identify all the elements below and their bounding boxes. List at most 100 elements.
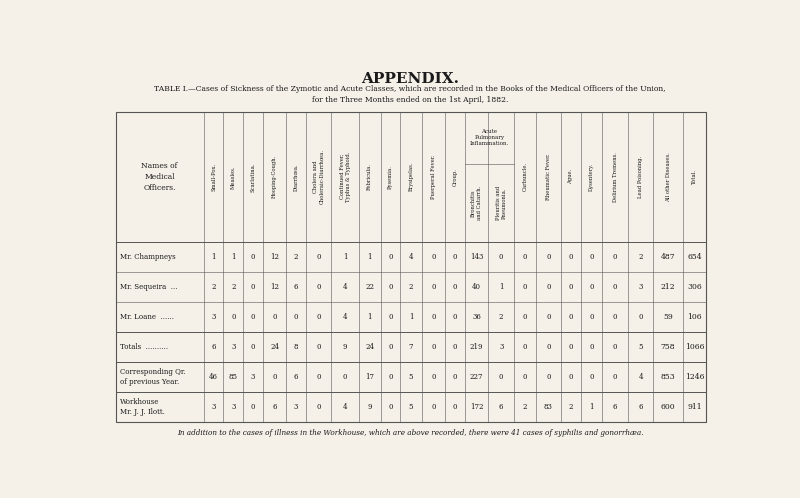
Text: 3: 3 xyxy=(250,373,255,381)
Text: 17: 17 xyxy=(366,373,374,381)
Text: 0: 0 xyxy=(613,343,618,351)
Text: 3: 3 xyxy=(211,403,216,411)
Text: 1: 1 xyxy=(231,253,235,261)
Text: 0: 0 xyxy=(569,253,573,261)
Text: 4: 4 xyxy=(638,373,643,381)
Text: 2: 2 xyxy=(294,253,298,261)
Text: 0: 0 xyxy=(250,313,255,321)
Text: Lead Poisoning.: Lead Poisoning. xyxy=(638,156,643,198)
Text: 0: 0 xyxy=(294,313,298,321)
Text: 0: 0 xyxy=(590,283,594,291)
Text: Acute
Pulmonary
Inflammation.: Acute Pulmonary Inflammation. xyxy=(470,129,509,146)
Text: Mr. Sequeira  ...: Mr. Sequeira ... xyxy=(120,283,178,291)
Text: Mr. Champneys: Mr. Champneys xyxy=(120,253,175,261)
Text: 0: 0 xyxy=(388,403,393,411)
Text: 0: 0 xyxy=(522,313,527,321)
Text: 2: 2 xyxy=(409,283,413,291)
Text: 3: 3 xyxy=(231,343,235,351)
Text: 1246: 1246 xyxy=(685,373,704,381)
Text: 2: 2 xyxy=(638,253,643,261)
Text: Pysemia.: Pysemia. xyxy=(388,165,393,189)
Text: 2: 2 xyxy=(499,313,503,321)
Text: 0: 0 xyxy=(590,373,594,381)
Text: Puerperal Fever.: Puerperal Fever. xyxy=(431,154,436,199)
Text: TABLE I.—Cases of Sickness of the Zymotic and Acute Classes, which are recorded : TABLE I.—Cases of Sickness of the Zymoti… xyxy=(154,85,666,104)
Text: 1: 1 xyxy=(590,403,594,411)
Text: 0: 0 xyxy=(522,253,527,261)
Text: 0: 0 xyxy=(317,343,321,351)
Text: 0: 0 xyxy=(431,403,436,411)
Text: 36: 36 xyxy=(472,313,481,321)
Text: APPENDIX.: APPENDIX. xyxy=(361,72,459,86)
Text: 12: 12 xyxy=(270,283,279,291)
Text: All other Diseases.: All other Diseases. xyxy=(666,152,670,202)
Text: 219: 219 xyxy=(470,343,483,351)
Text: 0: 0 xyxy=(453,403,458,411)
Text: 0: 0 xyxy=(272,313,277,321)
Text: 0: 0 xyxy=(546,313,550,321)
Text: 6: 6 xyxy=(272,403,277,411)
Text: 0: 0 xyxy=(231,313,235,321)
Text: 1: 1 xyxy=(343,253,347,261)
Text: 5: 5 xyxy=(409,403,413,411)
Text: 0: 0 xyxy=(499,253,503,261)
Text: 0: 0 xyxy=(590,313,594,321)
Text: Small-Pox.: Small-Pox. xyxy=(211,163,216,191)
Text: 5: 5 xyxy=(638,343,643,351)
Text: Dysentery.: Dysentery. xyxy=(589,163,594,191)
Text: 1: 1 xyxy=(367,313,372,321)
Text: Croup.: Croup. xyxy=(453,168,458,186)
Text: 1: 1 xyxy=(499,283,503,291)
Text: 1: 1 xyxy=(409,313,413,321)
Text: 0: 0 xyxy=(388,313,393,321)
Text: 0: 0 xyxy=(250,283,255,291)
Text: 0: 0 xyxy=(569,283,573,291)
Text: Workhouse
Mr. J. J. Ilott.: Workhouse Mr. J. J. Ilott. xyxy=(120,398,165,416)
Text: Names of
Medical
Officers.: Names of Medical Officers. xyxy=(142,162,178,192)
Text: 0: 0 xyxy=(453,253,458,261)
Text: 0: 0 xyxy=(431,313,436,321)
Text: 487: 487 xyxy=(661,253,675,261)
Text: 3: 3 xyxy=(211,313,216,321)
Text: 0: 0 xyxy=(453,283,458,291)
Text: 6: 6 xyxy=(211,343,216,351)
Text: 0: 0 xyxy=(569,313,573,321)
Text: Total.: Total. xyxy=(692,169,697,184)
Text: 0: 0 xyxy=(343,373,347,381)
Text: 59: 59 xyxy=(663,313,673,321)
Text: Carbuncle.: Carbuncle. xyxy=(522,162,527,191)
Text: 2: 2 xyxy=(569,403,573,411)
Text: 0: 0 xyxy=(569,343,573,351)
Bar xyxy=(115,112,706,422)
Text: 2: 2 xyxy=(211,283,216,291)
Text: 0: 0 xyxy=(431,373,436,381)
Text: 0: 0 xyxy=(272,373,277,381)
Text: 0: 0 xyxy=(546,343,550,351)
Text: 227: 227 xyxy=(470,373,483,381)
Text: 1: 1 xyxy=(211,253,216,261)
Text: Hooping-Cough.: Hooping-Cough. xyxy=(272,155,277,198)
Text: 0: 0 xyxy=(431,253,436,261)
Text: Diarrhœa.: Diarrhœa. xyxy=(294,163,298,191)
Text: 0: 0 xyxy=(317,253,321,261)
Text: Corresponding Qr.
of previous Year.: Corresponding Qr. of previous Year. xyxy=(120,368,186,386)
Text: 0: 0 xyxy=(388,283,393,291)
Text: 4: 4 xyxy=(343,313,347,321)
Text: 12: 12 xyxy=(270,253,279,261)
Text: 911: 911 xyxy=(687,403,702,411)
Text: 0: 0 xyxy=(522,373,527,381)
Text: 3: 3 xyxy=(231,403,235,411)
Text: 9: 9 xyxy=(367,403,372,411)
Text: Scarlatina.: Scarlatina. xyxy=(250,162,255,192)
Text: 83: 83 xyxy=(544,403,553,411)
Text: 3: 3 xyxy=(638,283,642,291)
Text: 0: 0 xyxy=(453,343,458,351)
Text: 6: 6 xyxy=(294,373,298,381)
Text: 24: 24 xyxy=(366,343,374,351)
Text: 600: 600 xyxy=(661,403,675,411)
Text: Ague.: Ague. xyxy=(569,169,574,184)
Text: 0: 0 xyxy=(388,343,393,351)
Text: 9: 9 xyxy=(343,343,347,351)
Text: Bronchitis
and Catarrh.: Bronchitis and Catarrh. xyxy=(471,186,482,220)
Text: 0: 0 xyxy=(613,253,618,261)
